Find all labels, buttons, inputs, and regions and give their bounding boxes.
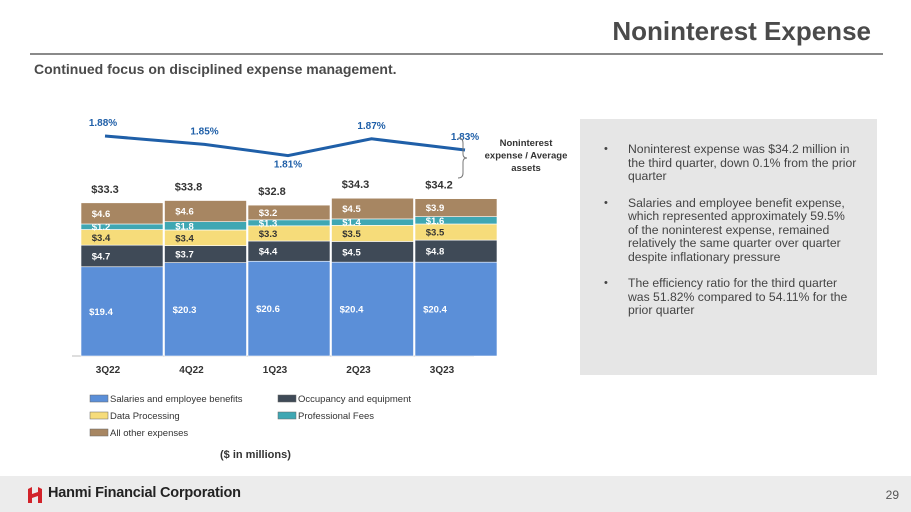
- title-divider: [30, 53, 883, 55]
- legend-swatch: [89, 428, 109, 437]
- bullet-icon: •: [604, 196, 608, 209]
- bullet-text: Salaries and employee benefit expense, w…: [628, 195, 845, 264]
- ratio-value-label: 1.87%: [357, 121, 385, 132]
- bullet-icon: •: [604, 277, 608, 289]
- legend-swatch: [89, 394, 109, 403]
- bar-segment: [414, 198, 498, 217]
- bar-value-label: $4.5: [342, 247, 361, 258]
- bar-total-label: $32.8: [258, 186, 286, 198]
- bar-value-label: $20.4: [423, 305, 447, 316]
- bar-value-label: $19.4: [89, 307, 113, 318]
- legend-label: Occupancy and equipment: [298, 394, 411, 405]
- bar-total-label: $34.3: [342, 179, 370, 191]
- bar-total-label: $34.2: [425, 180, 453, 192]
- bar-value-label: $1.4: [342, 218, 361, 229]
- bar-value-label: $4.5: [342, 204, 361, 215]
- ratio-series-label: expense / Average: [485, 151, 568, 162]
- bar-segment: [164, 262, 247, 357]
- bullet-item: • The efficiency ratio for the third quar…: [600, 276, 858, 318]
- bullet-icon: •: [604, 143, 608, 155]
- bar-value-label: $3.4: [92, 233, 111, 244]
- legend-swatch: [89, 411, 109, 420]
- ratio-value-label: 1.88%: [89, 118, 117, 129]
- ratio-value-label: 1.83%: [451, 132, 479, 143]
- page-number: 29: [885, 488, 899, 502]
- company-name: Hanmi Financial Corporation: [48, 485, 241, 501]
- bar-value-label: $3.9: [426, 203, 445, 214]
- bar-value-label: $1.6: [426, 216, 445, 227]
- hanmi-logo-icon: [28, 487, 42, 503]
- bar-value-label: $4.8: [426, 247, 445, 258]
- bar-value-label: $20.4: [340, 305, 364, 316]
- bar-value-label: $4.6: [175, 207, 194, 218]
- bar-segment: [80, 266, 164, 357]
- units-note: ($ in millions): [220, 449, 291, 461]
- bar-segment: [247, 204, 331, 221]
- bar-value-label: $4.6: [92, 209, 111, 220]
- legend-label: All other expenses: [110, 428, 188, 439]
- bar-value-label: $1.8: [175, 221, 194, 232]
- page-subtitle: Continued focus on disciplined expense m…: [34, 61, 397, 77]
- bar-value-label: $1.2: [92, 222, 111, 233]
- ratio-label-bracket: [457, 137, 468, 179]
- bar-value-label: $3.4: [175, 233, 194, 244]
- x-tick-label: 3Q23: [430, 365, 455, 376]
- bar-value-label: $4.4: [259, 247, 278, 258]
- bar-value-label: $20.3: [173, 305, 197, 316]
- bar-total-label: $33.3: [91, 184, 119, 196]
- bullet-text: Noninterest expense was $34.2 million in…: [628, 142, 857, 183]
- bar-segment: [247, 260, 331, 357]
- bar-value-label: $3.7: [175, 250, 194, 261]
- legend-label: Salaries and employee benefits: [110, 394, 243, 405]
- bar-value-label: $1.3: [259, 218, 278, 229]
- commentary-panel: • Noninterest expense was $34.2 million i…: [580, 119, 877, 375]
- bullet-item: • Salaries and employee benefit expense, …: [600, 195, 858, 265]
- bar-value-label: $3.5: [426, 228, 445, 239]
- bullet-item: • Noninterest expense was $34.2 million i…: [600, 142, 858, 184]
- bar-total-label: $33.8: [175, 182, 203, 194]
- bar-value-label: $20.6: [256, 304, 280, 315]
- bar-segment: [331, 261, 414, 357]
- legend-swatch: [277, 394, 297, 403]
- ratio-value-label: 1.81%: [274, 160, 302, 171]
- ratio-value-label: 1.85%: [190, 126, 218, 137]
- bar-segment: [164, 200, 247, 222]
- bar-value-label: $3.2: [259, 208, 278, 219]
- bar-segment: [331, 197, 414, 220]
- page-title: Noninterest Expense: [612, 16, 871, 46]
- bar-value-label: $3.5: [342, 229, 361, 240]
- legend-swatch: [277, 411, 297, 420]
- footer-bar: [0, 476, 911, 512]
- bar-segment: [414, 261, 498, 357]
- legend-label: Data Processing: [110, 411, 180, 422]
- x-tick-label: 2Q23: [346, 365, 371, 376]
- x-tick-label: 4Q22: [179, 365, 204, 376]
- x-tick-label: 1Q23: [263, 365, 288, 376]
- ratio-line: [104, 134, 466, 158]
- ratio-series-label: Noninterest: [500, 138, 554, 149]
- ratio-series-label: assets: [511, 163, 541, 174]
- legend-label: Professional Fees: [298, 411, 374, 422]
- bar-value-label: $4.7: [92, 251, 111, 262]
- noninterest-expense-chart: $19.4$4.7$3.4$1.2$4.63Q22$33.3$20.3$3.7$…: [72, 118, 568, 439]
- bullet-text: The efficiency ratio for the third quart…: [628, 276, 848, 317]
- bar-value-label: $3.3: [259, 229, 278, 240]
- x-tick-label: 3Q22: [96, 365, 121, 376]
- bar-segment: [80, 202, 164, 225]
